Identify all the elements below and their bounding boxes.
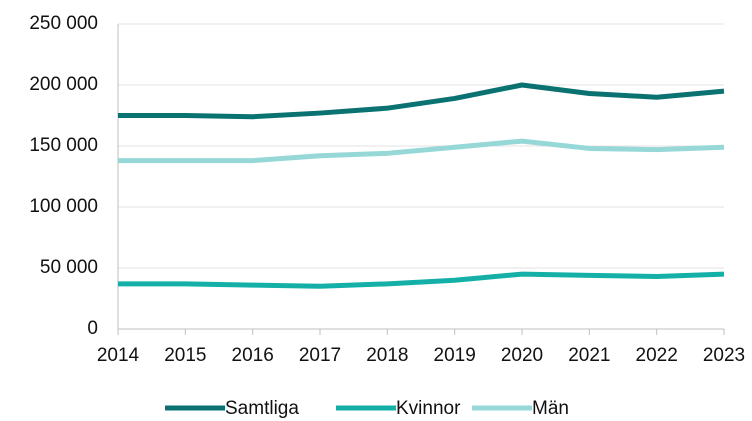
y-tick-label: 50 000 xyxy=(40,257,98,278)
x-tick-label: 2018 xyxy=(366,345,408,366)
legend-label: Samtliga xyxy=(225,398,299,419)
x-tick-label: 2014 xyxy=(97,345,140,366)
series-line xyxy=(118,82,725,120)
y-tick-label: 150 000 xyxy=(29,135,98,156)
x-tick-label: 2023 xyxy=(703,345,745,366)
x-tick-label: 2016 xyxy=(232,345,274,366)
y-tick-label: 250 000 xyxy=(29,13,98,34)
x-tick-label: 2021 xyxy=(568,345,610,366)
x-tick-label: 2017 xyxy=(299,345,341,366)
legend-label: Män xyxy=(532,398,569,419)
series-line xyxy=(118,271,725,289)
legend-label: Kvinnor xyxy=(396,398,461,419)
x-tick-label: 2019 xyxy=(434,345,476,366)
series-line xyxy=(118,138,725,164)
y-tick-label: 0 xyxy=(87,318,98,339)
x-tick-label: 2022 xyxy=(636,345,678,366)
x-tick-label: 2015 xyxy=(164,345,206,366)
y-tick-label: 100 000 xyxy=(29,196,98,217)
x-tick-label: 2020 xyxy=(501,345,543,366)
y-tick-label: 200 000 xyxy=(29,74,98,95)
